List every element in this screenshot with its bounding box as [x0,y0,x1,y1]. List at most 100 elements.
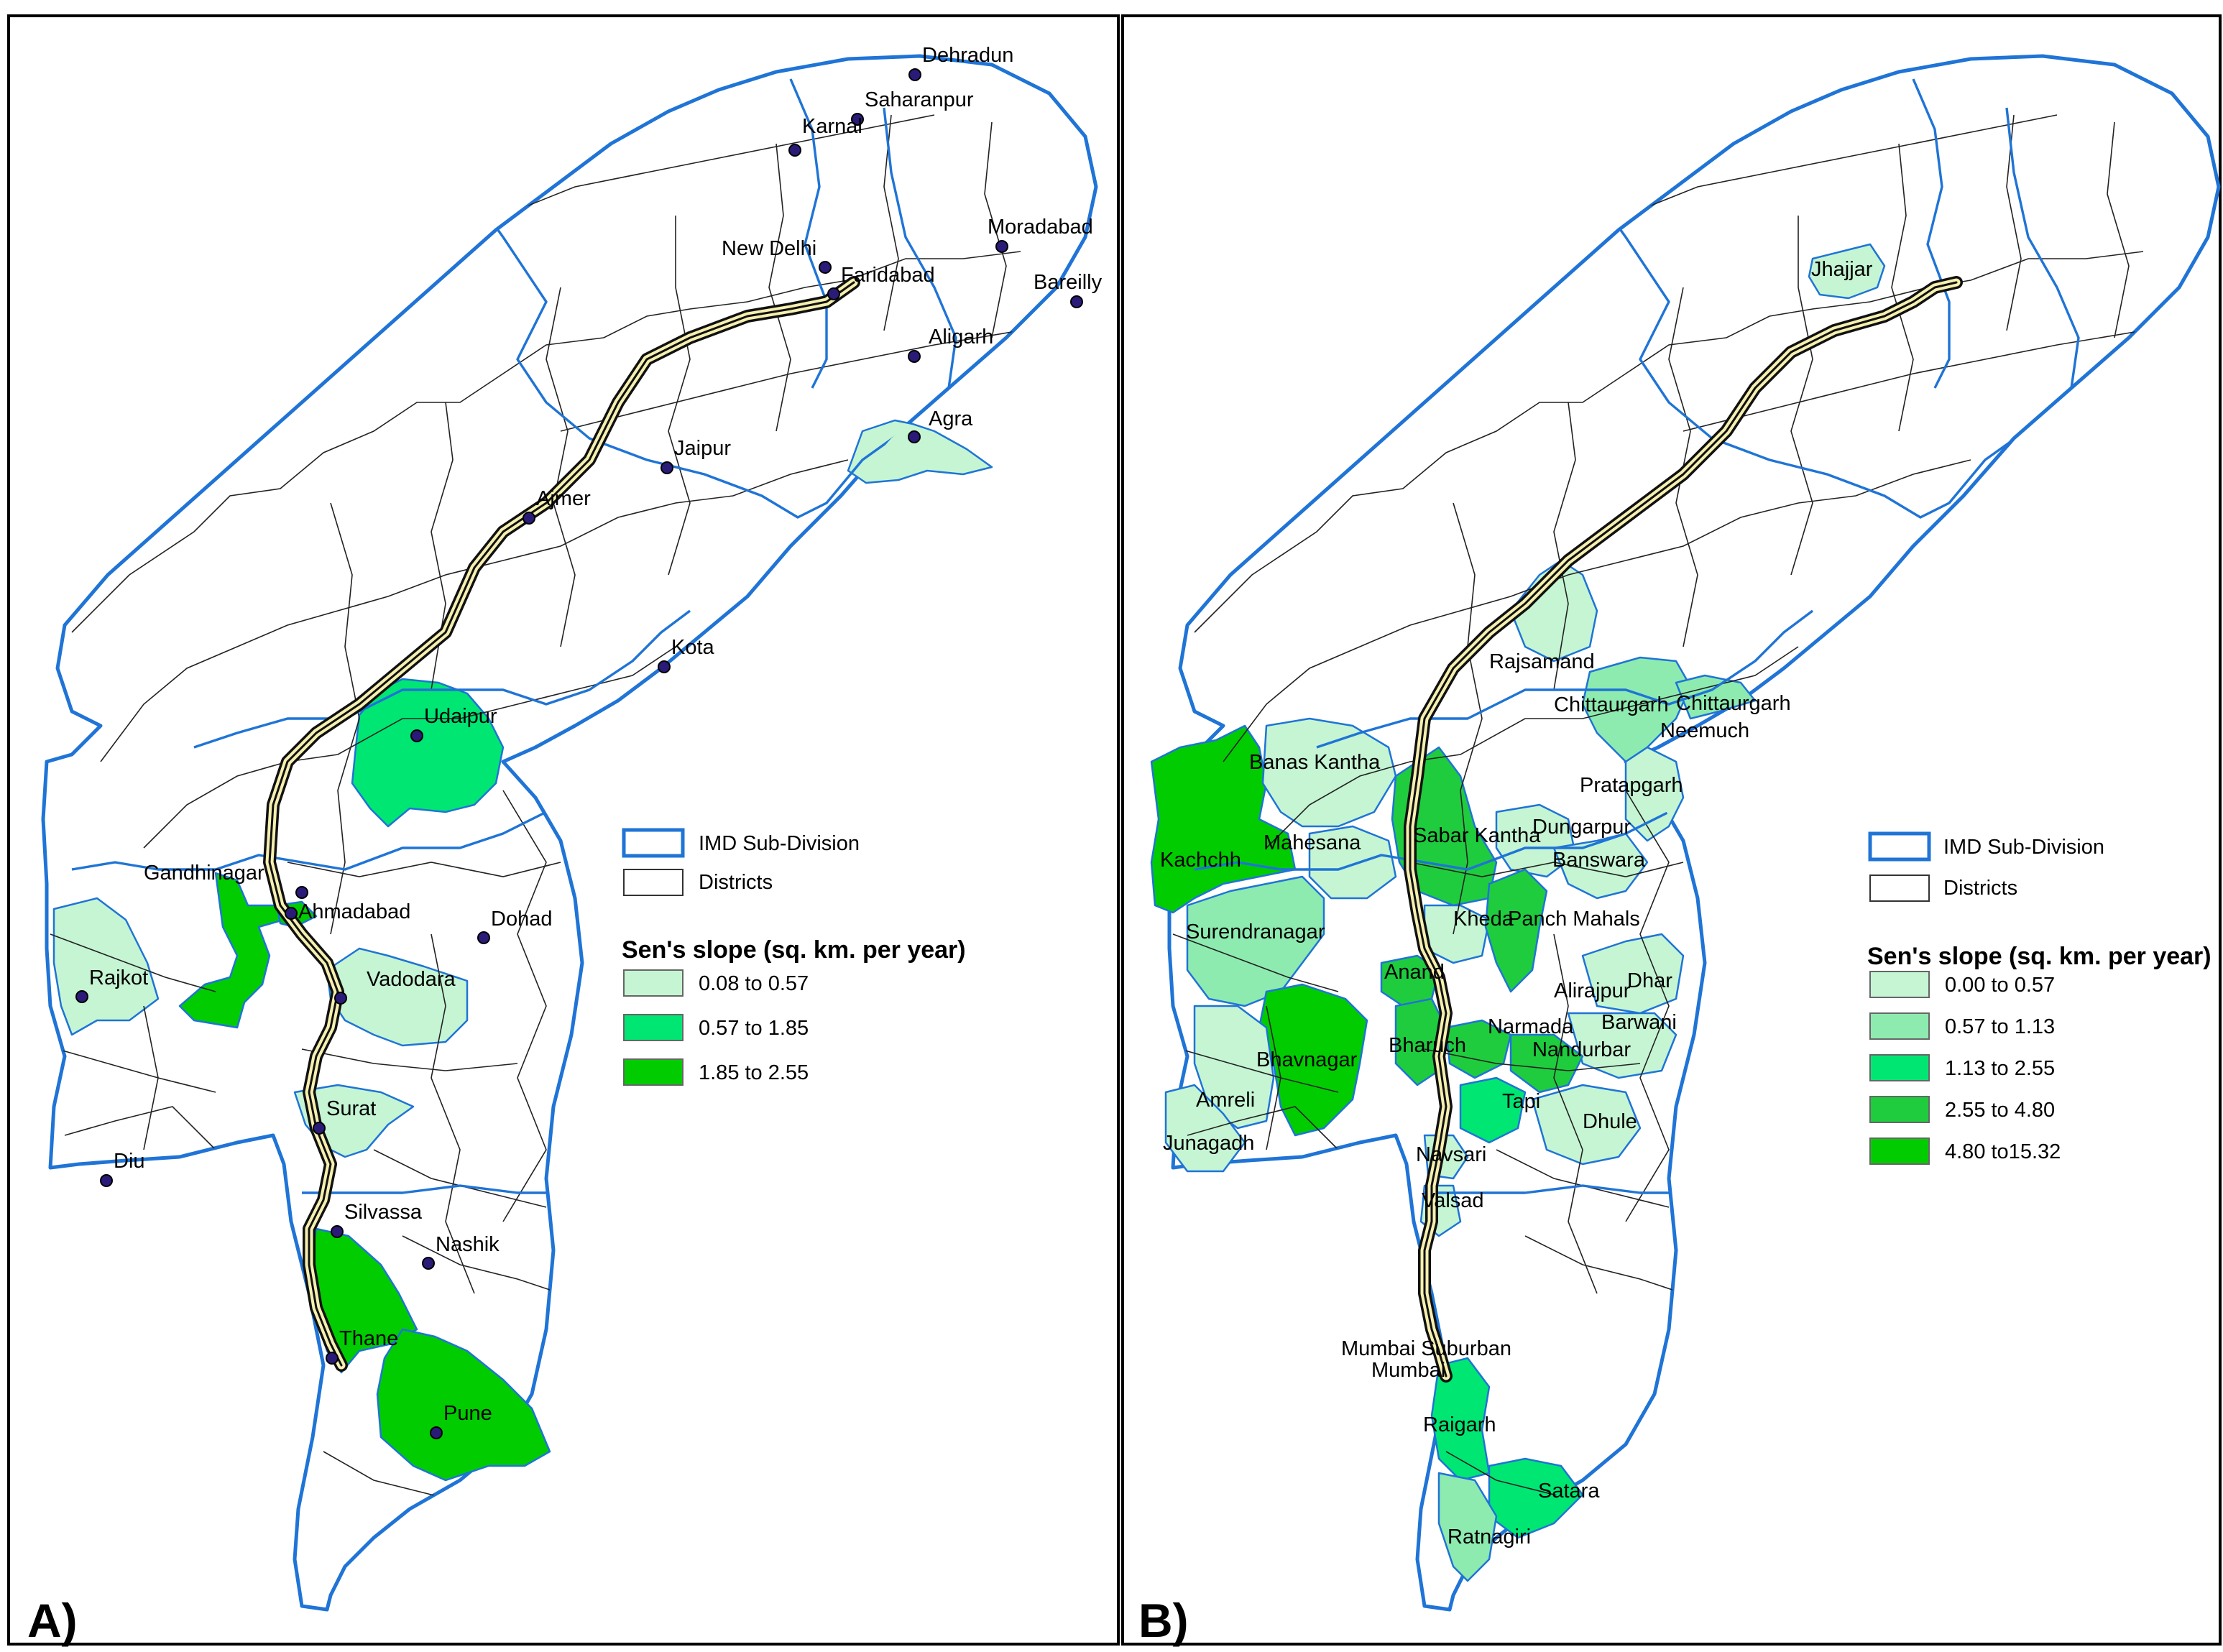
district-fill-barwani [1567,1012,1677,1079]
city-label-thane: Thane [339,1327,398,1350]
city-label-agra: Agra [929,407,973,430]
city-marker-surat [313,1122,326,1135]
city-label-rajkot: Rajkot [89,966,148,989]
city-marker-saharanpur [851,113,864,126]
district-label-bhavnagar: Bhavnagar [1256,1048,1358,1071]
city-label-vadodara: Vadodara [367,968,456,991]
legend-class-label: 2.55 to 4.80 [1945,1099,2055,1122]
district-fill-udaipur [351,678,505,828]
district-fill-pune [376,1328,551,1482]
city-marker-pune [430,1426,443,1439]
city-label-ajmer: Ajmer [536,487,591,510]
district-fills [52,419,993,1482]
district-label-mumbai-suburban: Mumbai Suburban [1341,1337,1511,1360]
legend-title: Sen's slope (sq. km. per year) [1867,943,2212,970]
legend-class-label: 4.80 to15.32 [1945,1140,2061,1163]
district-label-dhar: Dhar [1627,969,1672,992]
city-label-bareilly: Bareilly [1034,271,1103,294]
district-boundaries [1172,114,2144,1510]
district-label-tapi: Tapi [1502,1090,1540,1113]
district-label-banswara: Banswara [1552,849,1646,872]
district-label-navsari: Navsari [1416,1143,1486,1166]
city-marker-faridabad [827,287,840,300]
city-label-jaipur: Jaipur [674,437,731,460]
legend-district-swatch [1869,875,1930,902]
district-label-mahesana: Mahesana [1264,831,1361,854]
city-marker-karnal [788,144,801,157]
legend-subdivision-label: IMD Sub-Division [1943,836,2104,859]
district-label-dhule: Dhule [1583,1110,1637,1133]
district-label-panch-mahals: Panch Mahals [1508,908,1640,931]
city-marker-thane [326,1352,339,1365]
legend-class-label: 1.85 to 2.55 [699,1061,809,1084]
district-fills [1150,243,1886,1582]
city-label-karnal: Karnal [802,115,862,138]
legend-title: Sen's slope (sq. km. per year) [622,936,966,964]
legend-district-label: Districts [1943,877,2017,900]
district-label-surendranagar: Surendranagar [1186,920,1325,943]
city-label-diu: Diu [114,1150,145,1173]
city-marker-silvassa [331,1225,344,1238]
district-fill-vadodara [326,947,469,1047]
legend: IMD Sub-Division Districts Sen's slope (… [622,828,966,1086]
district-fill-dhule [1531,1084,1642,1166]
district-fill-nandurbar [1509,1033,1584,1094]
district-fill-tapi [1459,1076,1527,1144]
legend-class-label: 0.57 to 1.85 [699,1017,809,1040]
district-fill-amreli [1193,1005,1275,1130]
district-fill-panch-mahals [1484,868,1548,993]
district-label-narmada: Narmada [1488,1015,1574,1038]
dfc-corridor [1409,281,1958,1378]
district-fill-dhar [1581,933,1685,1015]
district-label-barwani: Barwani [1601,1011,1677,1034]
district-fill-rajsamand [1509,559,1598,663]
district-fill-agra [847,419,993,484]
city-label-ahmadabad: Ahmadabad [298,900,410,923]
city-marker-jaipur [661,461,673,474]
legend-classes: 0.00 to 0.57 0.57 to 1.13 1.13 to 2.55 2.55… [1869,971,2061,1165]
legend-class-swatch [623,1058,684,1086]
city-marker-new-delhi [819,261,832,274]
city-marker-gandhinagar [295,886,308,899]
city-marker-nashik [422,1257,435,1270]
district-fill-neemuch [1675,674,1757,720]
legend-class-label: 0.08 to 0.57 [699,972,809,995]
city-label-surat: Surat [326,1097,376,1120]
city-marker-vadodara [334,992,347,1005]
district-label-jhajjar: Jhajjar [1811,258,1873,281]
district-label-banas-kantha: Banas Kantha [1249,751,1381,774]
city-label-nashik: Nashik [436,1233,500,1256]
district-fill-jhajjar [1808,243,1886,300]
city-label-gandhinagar: Gandhinagar [144,862,264,885]
city-label-new-delhi: New Delhi [722,237,816,260]
city-label-pune: Pune [443,1402,492,1425]
district-label-kachchh: Kachchh [1160,849,1241,872]
city-marker-ajmer [523,512,535,525]
city-marker-agra [908,430,921,443]
district-label-anand: Anand [1384,961,1445,984]
city-marker-ahmadabad [285,907,298,920]
district-label-kheda: Kheda [1453,908,1514,931]
district-boundaries [50,114,1021,1510]
subdivision-boundaries [71,78,957,1194]
district-label-chittaurgarh: Chittaurgarh [1554,693,1669,716]
city-label-saharanpur: Saharanpur [865,88,974,111]
city-label-dehradun: Dehradun [922,44,1013,67]
legend-class-swatch [1869,1054,1930,1081]
legend-class-swatch [1869,1012,1930,1040]
panel-b-letter: B) [1138,1594,1189,1647]
legend-class-label: 0.00 to 0.57 [1945,974,2055,997]
dfc-corridor [268,281,855,1367]
city-marker-bareilly [1070,295,1083,308]
district-fill-pratapgarh [1624,746,1685,842]
subdivision-boundaries [1194,78,2080,1194]
district-label-nandurbar: Nandurbar [1532,1038,1631,1061]
city-label-faridabad: Faridabad [841,264,935,287]
district-fill-chittaurgarh [1581,656,1692,763]
district-label-valsad: Valsad [1422,1189,1484,1212]
legend-class-swatch [1869,1096,1930,1123]
legend-class-swatch [1869,1138,1930,1165]
city-marker-kota [658,660,671,673]
panel-a-letter: A) [27,1594,78,1647]
